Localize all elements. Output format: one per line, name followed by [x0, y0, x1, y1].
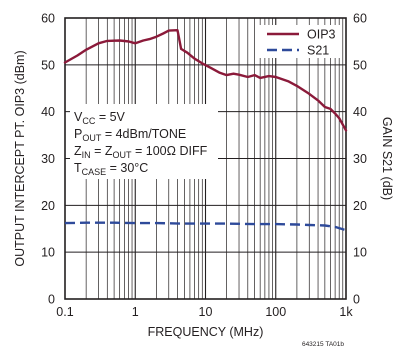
y-tick-label-left: 10 — [41, 246, 55, 260]
y-tick-label-right: 40 — [353, 105, 367, 119]
y-tick-label-right: 10 — [353, 246, 367, 260]
conditions-annotation: VCC = 5V POUT = 4dBm/TONE ZIN = ZOUT = 1… — [70, 104, 218, 179]
y-tick-label-left: 50 — [41, 58, 55, 72]
figure-code: 643215 TA01b — [302, 341, 344, 348]
y-tick-label-left: 60 — [41, 12, 55, 26]
y-tick-label-right: 60 — [353, 12, 367, 26]
x-tick-label: 0.1 — [56, 305, 73, 319]
y-tick-label-right: 50 — [353, 58, 367, 72]
x-tick-label: 10 — [199, 305, 213, 319]
x-tick-label: 1k — [339, 305, 353, 319]
legend: OIP3 S21 — [255, 25, 340, 58]
x-tick-label: 100 — [265, 305, 286, 319]
y-tick-label-right: 20 — [353, 199, 367, 213]
y-tick-label-left: 30 — [41, 152, 55, 166]
annotation-pout: POUT = 4dBm/TONE — [74, 127, 186, 143]
legend-label-oip3: OIP3 — [307, 28, 336, 42]
y-axis-title-left: OUTPUT INTERCEPT PT. OIP3 (dBm) — [13, 50, 27, 266]
annotation-impedance: ZIN = ZOUT = 100Ω DIFF — [74, 144, 208, 160]
y-tick-label-right: 0 — [353, 293, 360, 307]
annotation-tcase: TCASE = 30°C — [74, 161, 148, 177]
plot-frame — [64, 17, 347, 300]
y-tick-label-right: 30 — [353, 152, 367, 166]
y-tick-label-left: 0 — [48, 293, 55, 307]
legend-background — [255, 25, 340, 58]
y-axis-title-right: GAIN S21 (dB) — [380, 117, 394, 200]
x-tick-label: 1 — [132, 305, 139, 319]
annotation-vcc: VCC = 5V — [74, 110, 126, 126]
series-layer — [63, 29, 348, 232]
x-axis-title: FREQUENCY (MHz) — [148, 325, 264, 339]
y-tick-label-left: 20 — [41, 199, 55, 213]
legend-label-s21: S21 — [307, 44, 329, 58]
series-line-oip3 — [63, 29, 348, 132]
y-tick-label-left: 40 — [41, 105, 55, 119]
annotation-background — [70, 104, 218, 179]
